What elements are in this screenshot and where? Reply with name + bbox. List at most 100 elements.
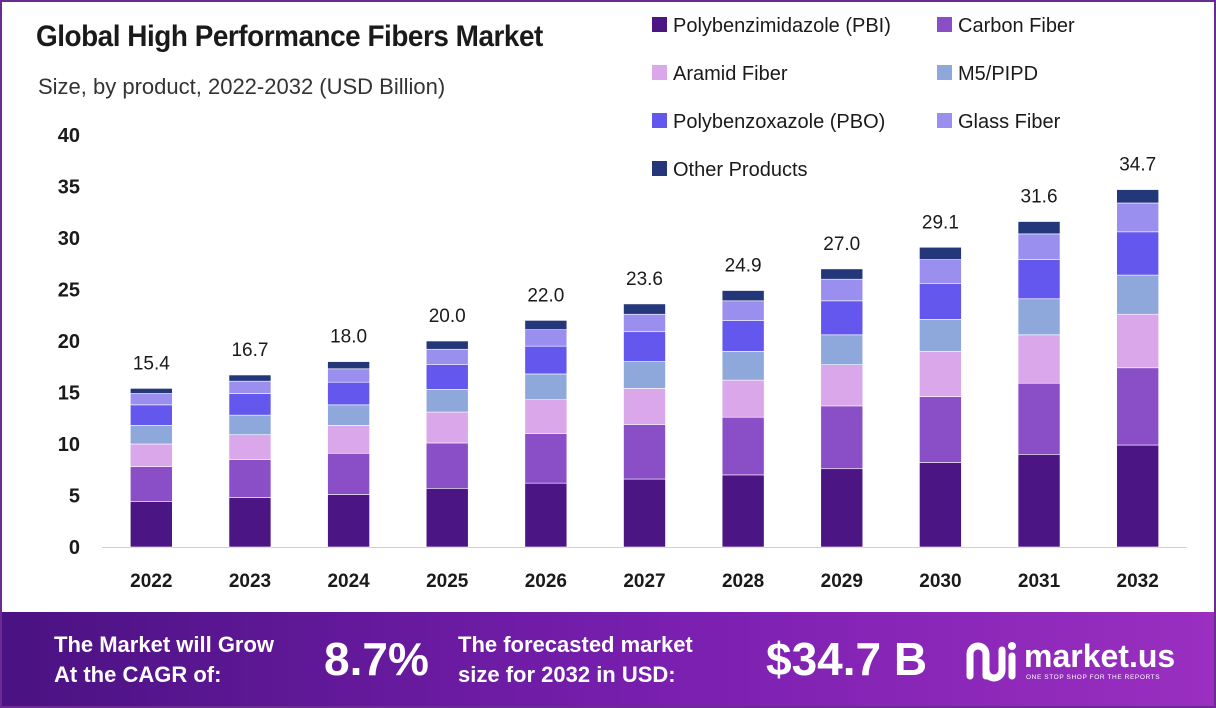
footer-banner: The Market will Grow At the CAGR of: 8.7… xyxy=(2,612,1214,706)
bar-segment-6 xyxy=(721,300,765,321)
bar-segment-7 xyxy=(820,268,864,280)
bar-segment-1 xyxy=(524,482,568,548)
bar-segment-2 xyxy=(228,459,272,498)
y-tick-label: 0 xyxy=(69,537,80,559)
bar-segment-4 xyxy=(623,361,666,389)
bar-segment-3 xyxy=(327,425,370,454)
x-tick-label: 2022 xyxy=(130,571,172,592)
forecast-text-line1: The forecasted market xyxy=(458,632,693,657)
bar-segment-6 xyxy=(1017,233,1061,260)
legend-label: M5/PIPD xyxy=(958,63,1038,85)
bar-segment-3 xyxy=(130,443,173,467)
x-tick-label: 2031 xyxy=(1018,571,1061,592)
bar-segment-6 xyxy=(524,329,568,347)
bar-segment-7 xyxy=(228,374,272,382)
bar-segment-6 xyxy=(623,313,666,333)
bar-segment-5 xyxy=(721,320,765,352)
forecast-text: The forecasted market size for 2032 in U… xyxy=(458,630,693,690)
bar-segment-7 xyxy=(919,246,962,260)
brand-tagline: ONE STOP SHOP FOR THE REPORTS xyxy=(1026,674,1161,681)
y-tick-label: 25 xyxy=(58,280,80,302)
bar-segment-4 xyxy=(1017,298,1061,336)
bar-segment-7 xyxy=(721,290,765,302)
y-tick-label: 30 xyxy=(58,228,80,250)
bar-segment-1 xyxy=(425,487,469,548)
bar-segment-2 xyxy=(1116,367,1159,446)
bar-segment-3 xyxy=(1017,334,1061,384)
cagr-text: The Market will Grow At the CAGR of: xyxy=(54,630,274,690)
legend-swatch xyxy=(652,65,667,80)
x-tick-label: 2028 xyxy=(722,571,764,592)
bar-segment-7 xyxy=(327,361,370,370)
bar-segment-2 xyxy=(524,433,568,484)
bar-segment-2 xyxy=(425,442,469,489)
bar-segment-3 xyxy=(721,379,765,418)
cagr-text-line1: The Market will Grow xyxy=(54,632,275,657)
bar-segment-7 xyxy=(1116,189,1159,204)
bar-segment-5 xyxy=(820,300,864,336)
y-tick-label: 40 xyxy=(58,125,80,147)
bar-segment-7 xyxy=(1017,221,1061,235)
x-tick-label: 2027 xyxy=(623,571,665,592)
total-label: 15.4 xyxy=(133,353,170,374)
bar-segment-2 xyxy=(623,424,666,480)
bar-segment-2 xyxy=(130,466,173,502)
legend-label: Glass Fiber xyxy=(958,111,1061,133)
bar-segment-6 xyxy=(820,278,864,302)
x-tick-label: 2024 xyxy=(327,571,370,592)
bar-segment-2 xyxy=(1017,382,1061,455)
total-label: 22.0 xyxy=(527,285,564,306)
legend-label: Other Products xyxy=(673,159,808,181)
bar-segment-1 xyxy=(919,462,962,548)
bar-segment-2 xyxy=(919,396,962,463)
bar-segment-5 xyxy=(919,283,962,320)
bar-segment-3 xyxy=(919,350,962,397)
chart-title: Global High Performance Fibers Market xyxy=(36,20,543,53)
bar-segment-5 xyxy=(1017,259,1061,300)
bar-segment-5 xyxy=(524,345,568,375)
total-label: 34.7 xyxy=(1119,155,1156,176)
brand-logo: market.us ONE STOP SHOP FOR THE REPORTS xyxy=(964,634,1194,686)
bar-segment-6 xyxy=(327,368,370,383)
total-label: 18.0 xyxy=(330,327,367,348)
legend-swatch xyxy=(652,113,667,128)
y-tick-label: 15 xyxy=(58,383,80,405)
cagr-text-line2: At the CAGR of: xyxy=(54,662,222,687)
legend-swatch xyxy=(652,161,667,176)
bar-segment-5 xyxy=(1116,231,1159,276)
bar-segment-6 xyxy=(919,259,962,284)
bar-segment-1 xyxy=(820,468,864,548)
legend-label: Aramid Fiber xyxy=(673,63,788,85)
bar-segment-5 xyxy=(327,381,370,406)
bar-segment-5 xyxy=(425,364,469,390)
total-label: 24.9 xyxy=(725,256,762,277)
bar-segment-6 xyxy=(1116,202,1159,233)
legend-label: Polybenzimidazole (PBI) xyxy=(673,15,891,37)
x-tick-label: 2025 xyxy=(426,571,469,592)
bar-segment-3 xyxy=(228,434,272,460)
x-tick-label: 2030 xyxy=(919,571,961,592)
bar-segment-3 xyxy=(820,364,864,407)
bar-segment-3 xyxy=(623,388,666,425)
bar-segment-1 xyxy=(721,474,765,548)
bar-segment-7 xyxy=(524,320,568,330)
cagr-value: 8.7% xyxy=(324,633,429,685)
total-label: 27.0 xyxy=(823,234,860,255)
bar-segment-4 xyxy=(1116,274,1159,315)
x-tick-label: 2032 xyxy=(1117,571,1159,592)
bar-segment-2 xyxy=(721,416,765,476)
bar-segment-4 xyxy=(820,334,864,365)
brand-name: market.us xyxy=(1024,638,1176,674)
bar-segment-7 xyxy=(130,388,173,394)
total-label: 16.7 xyxy=(231,340,268,361)
legend-label: Polybenzoxazole (PBO) xyxy=(673,111,885,133)
bar-segment-2 xyxy=(327,452,370,495)
bar-segment-1 xyxy=(1116,444,1159,548)
y-tick-label: 10 xyxy=(58,434,80,456)
chart-subtitle: Size, by product, 2022-2032 (USD Billion… xyxy=(38,74,446,99)
forecast-text-line2: size for 2032 in USD: xyxy=(458,662,676,687)
x-tick-label: 2026 xyxy=(525,571,567,592)
bar-segment-1 xyxy=(327,494,370,548)
bar-segment-5 xyxy=(228,393,272,416)
bar-segment-4 xyxy=(721,350,765,381)
